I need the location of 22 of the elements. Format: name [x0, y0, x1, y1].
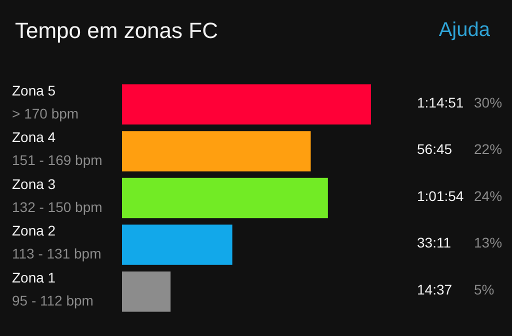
bar	[122, 224, 232, 265]
text: 30%	[474, 94, 502, 110]
text: 24%	[474, 188, 502, 204]
text: 22%	[474, 141, 502, 158]
y-tick-label: Zona 3 132 - 150 bpm	[12, 176, 102, 215]
text: 14:37	[417, 281, 452, 298]
chart-title: Tempo em zonas FC	[15, 18, 218, 44]
text: 13%	[474, 234, 502, 251]
y-tick-label: Zona 4 151 - 169 bpm	[12, 129, 102, 168]
text: 5%	[474, 281, 494, 298]
text: 1:14:51	[417, 94, 464, 110]
text: 33:11	[417, 234, 452, 251]
y-tick-label: Zona 5 > 170 bpm	[12, 82, 79, 122]
bar	[122, 84, 371, 125]
y-tick-label: Zona 2 113 - 131 bpm	[12, 222, 102, 262]
y-tick-label: Zona 1 95 - 112 bpm	[12, 269, 94, 308]
text: 1:01:54	[417, 188, 464, 204]
bar	[122, 178, 328, 218]
text: 56:45	[417, 141, 452, 158]
bar	[122, 271, 171, 312]
text: Ajuda	[438, 19, 490, 42]
bar	[122, 131, 311, 172]
